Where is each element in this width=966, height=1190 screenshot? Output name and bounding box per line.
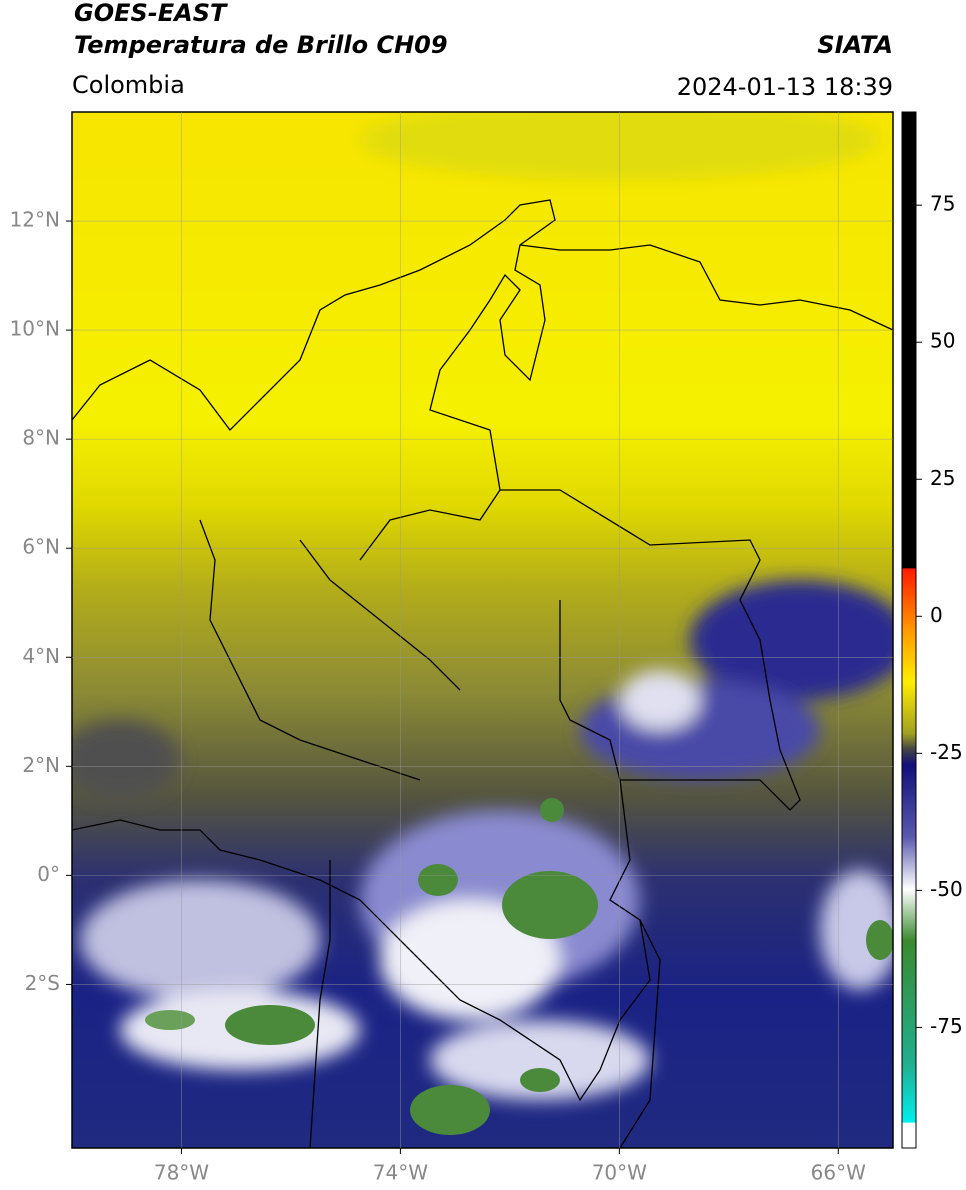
colorbar-tick-label: -75 [930, 1014, 963, 1038]
y-tick-label: 0° [37, 862, 60, 886]
imagery [72, 112, 893, 1148]
y-tick-label: 2°S [25, 971, 60, 995]
y-tick-label: 12°N [10, 208, 60, 232]
colorbar-tick-label: -25 [930, 740, 963, 764]
colorbar-tick-label: 25 [930, 466, 955, 490]
colorbar [901, 111, 917, 1149]
x-tick-label: 66°W [811, 1161, 866, 1185]
colorbar-tick-label: 75 [930, 192, 955, 216]
region: Colombia [72, 71, 185, 99]
colorbar-tick-label: 50 [930, 329, 955, 353]
subtitle: Temperatura de Brillo CH09 [74, 31, 448, 59]
y-tick-label: 2°N [22, 753, 60, 777]
x-tick-label: 74°W [373, 1161, 428, 1185]
title: GOES-EAST [74, 0, 228, 27]
y-tick-label: 10°N [10, 317, 60, 341]
y-tick-label: 8°N [22, 426, 60, 450]
x-tick-label: 78°W [154, 1161, 209, 1185]
datetime: 2024-01-13 18:39 [677, 73, 893, 101]
colorbar-tick-label: 0 [930, 603, 943, 627]
source: SIATA [817, 31, 893, 59]
y-tick-label: 4°N [22, 644, 60, 668]
map-frame [71, 111, 894, 1149]
x-tick-label: 70°W [592, 1161, 647, 1185]
y-tick-label: 6°N [22, 535, 60, 559]
colorbar-tick-label: -50 [930, 877, 963, 901]
